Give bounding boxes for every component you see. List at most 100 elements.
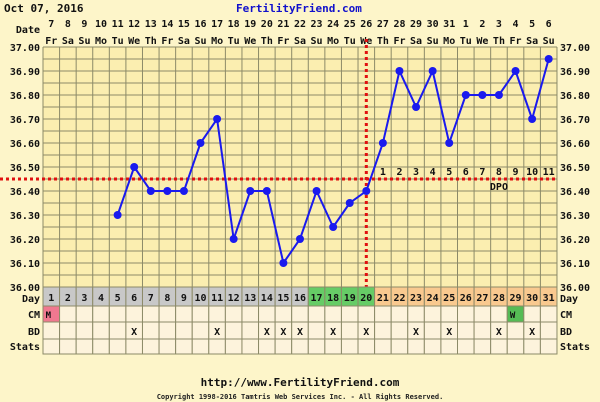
cycle-day-number: 4: [98, 293, 104, 304]
cycle-day-number: 13: [244, 293, 256, 304]
bd-mark: X: [363, 327, 369, 338]
weekday-label: Tu: [228, 36, 240, 47]
stats-cell: [440, 338, 459, 355]
date-label: 4: [513, 19, 519, 30]
y-tick-label-right: 36.60: [560, 139, 590, 150]
bd-cell: [108, 321, 127, 340]
cm-cell: [457, 305, 475, 323]
weekday-label: Fr: [277, 36, 289, 47]
cycle-day-number: 11: [211, 293, 223, 304]
cm-cell: [357, 305, 376, 323]
temperature-point: [345, 199, 354, 207]
cm-cell: [423, 305, 442, 323]
dpo-number: 9: [513, 167, 519, 178]
bd-cell: [224, 321, 243, 340]
y-tick-label-right: 36.70: [560, 115, 590, 126]
bd-cell: [141, 321, 160, 340]
temperature-point: [295, 235, 304, 243]
dpo-number: 5: [446, 167, 452, 178]
cm-cell: [175, 305, 193, 323]
bd-cell: [191, 321, 210, 340]
cm-cell: [340, 305, 359, 323]
date-label: 19: [244, 19, 256, 30]
weekday-label: Fr: [45, 36, 57, 47]
cm-cell: [59, 305, 77, 323]
date-label: 3: [496, 19, 502, 30]
weekday-label: Sa: [410, 36, 422, 47]
weekday-label: Su: [78, 36, 90, 47]
site-title-link[interactable]: FertilityFriend.com: [236, 2, 362, 15]
footer-url[interactable]: http://www.FertilityFriend.com: [200, 376, 400, 389]
y-tick-label-left: 36.80: [10, 91, 40, 102]
cycle-day-number: 7: [148, 293, 154, 304]
date-label: 20: [261, 19, 273, 30]
weekday-label: Th: [145, 36, 157, 47]
date-label: 26: [360, 19, 372, 30]
stats-cell: [390, 338, 409, 355]
bd-mark: X: [446, 327, 452, 338]
y-tick-label-right: 37.00: [560, 43, 590, 54]
cm-cell: [274, 305, 293, 323]
cm-cell: [324, 305, 342, 323]
weekday-label: Tu: [460, 36, 472, 47]
temperature-point: [428, 67, 437, 75]
bd-cell: [539, 321, 558, 340]
stats-cell: [307, 338, 326, 355]
stats-cell: [490, 338, 508, 355]
cm-row-label-right: CM: [560, 310, 572, 321]
cycle-day-number: 27: [476, 293, 488, 304]
cycle-day-number: 16: [294, 293, 306, 304]
date-label: 15: [178, 19, 190, 30]
y-tick-label-left: 36.00: [10, 283, 40, 294]
weekday-label: We: [244, 36, 256, 47]
y-tick-label-left: 36.90: [10, 67, 40, 78]
cycle-day-number: 22: [393, 293, 405, 304]
y-tick-label-left: 36.70: [10, 115, 40, 126]
date-row-label: Date: [16, 25, 40, 36]
y-tick-label-left: 36.30: [10, 211, 40, 222]
bd-cell: [374, 321, 392, 340]
date-label: 11: [112, 19, 124, 30]
bd-cell: [175, 321, 193, 340]
dpo-number: 10: [526, 167, 538, 178]
weekday-label: Mo: [95, 36, 107, 47]
stats-row-label-right: Stats: [560, 342, 590, 353]
weekday-label: Tu: [344, 36, 356, 47]
stats-cell: [340, 338, 359, 355]
date-label: 10: [95, 19, 107, 30]
cycle-day-number: 25: [443, 293, 455, 304]
bd-row-label: BD: [28, 327, 40, 338]
bd-mark: X: [496, 327, 502, 338]
y-tick-label-right: 36.50: [560, 163, 590, 174]
bd-mark: X: [131, 327, 137, 338]
stats-cell: [539, 338, 558, 355]
bd-mark: X: [297, 327, 303, 338]
temperature-point: [494, 91, 503, 99]
stats-cell: [457, 338, 475, 355]
stats-cell: [506, 338, 525, 355]
dpo-number: 11: [543, 167, 555, 178]
date-label: 30: [427, 19, 439, 30]
cycle-day-number: 18: [327, 293, 339, 304]
stats-cell: [175, 338, 193, 355]
date-label: 28: [393, 19, 405, 30]
temperature-point: [146, 187, 155, 195]
bd-cell: [92, 321, 110, 340]
cm-cell: [523, 305, 541, 323]
cm-cell: [440, 305, 459, 323]
y-tick-label-left: 36.50: [10, 163, 40, 174]
date-label: 21: [277, 19, 289, 30]
cycle-day-number: 14: [261, 293, 273, 304]
date-label: 17: [211, 19, 223, 30]
date-label: 29: [410, 19, 422, 30]
temperature-point: [362, 187, 371, 195]
y-tick-label-left: 37.00: [10, 43, 40, 54]
temperature-point: [445, 139, 454, 147]
cm-cell: [539, 305, 558, 323]
cycle-day-number: 19: [344, 293, 356, 304]
temperature-point: [246, 187, 255, 195]
bd-mark: X: [280, 327, 286, 338]
stats-cell: [324, 338, 342, 355]
y-tick-label-left: 36.20: [10, 235, 40, 246]
cm-cell: [407, 305, 425, 323]
